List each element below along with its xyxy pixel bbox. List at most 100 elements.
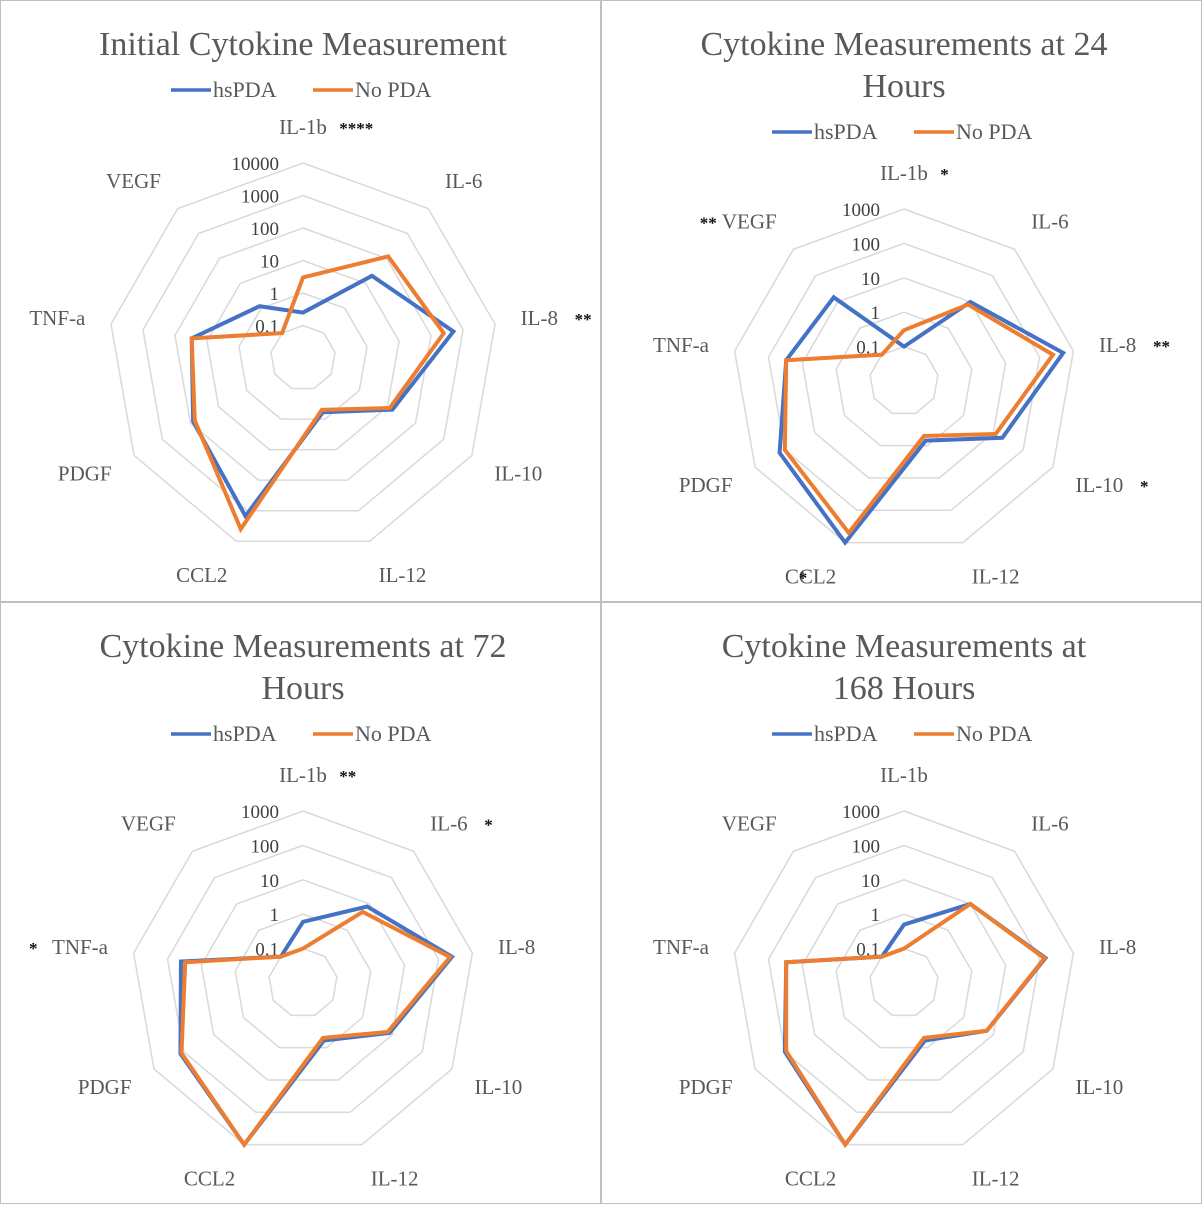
chart-panel-24h: Cytokine Measurements at 24 Hours hsPDA No … [601, 0, 1202, 602]
significance-mark: ** [700, 214, 717, 233]
legend-label: No PDA [956, 119, 1033, 144]
category-label: VEGF [121, 812, 176, 836]
legend-label: No PDA [956, 721, 1033, 746]
category-label: IL-8 [1099, 333, 1136, 357]
chart-title: Cytokine Measurements at 72 [100, 628, 507, 665]
series-line-no-pda [179, 909, 454, 1149]
grid-ring [801, 277, 1007, 479]
tick-label: 10 [260, 252, 279, 273]
significance-mark: ** [1153, 337, 1170, 356]
grid-ring [869, 345, 939, 415]
legend-label: No PDA [355, 77, 432, 102]
category-label: PDGF [679, 473, 733, 497]
chart-title: 168 Hours [833, 670, 976, 707]
category-label: IL-12 [972, 564, 1020, 588]
significance-mark: * [940, 165, 949, 184]
category-label: CCL2 [176, 563, 227, 587]
category-label: CCL2 [184, 1166, 235, 1190]
significance-mark: ** [575, 310, 592, 329]
tick-label: 1 [871, 303, 881, 324]
grid-ring [733, 810, 1075, 1146]
significance-mark: **** [339, 119, 373, 138]
legend-item: hsPDA [171, 77, 277, 102]
tick-label: 100 [251, 219, 280, 240]
category-label: IL-6 [1031, 210, 1068, 234]
chart-panel-168h: Cytokine Measurements at 168 Hours hsPDA No… [601, 602, 1202, 1204]
significance-mark: * [484, 816, 493, 835]
tick-label: 10000 [232, 154, 280, 175]
category-label: IL-10 [1075, 473, 1123, 497]
tick-label: 1000 [842, 200, 880, 221]
category-label: PDGF [58, 462, 112, 486]
grid-ring [869, 947, 939, 1017]
legend-label: hsPDA [213, 77, 277, 102]
significance-mark: * [1140, 477, 1149, 496]
category-label: IL-6 [445, 169, 482, 193]
legend-item: hsPDA [772, 721, 878, 746]
grid-ring [835, 913, 973, 1049]
grid-ring [268, 947, 338, 1017]
category-label: IL-1b [880, 161, 928, 185]
category-label: IL-6 [430, 812, 467, 836]
chart-title: Initial Cytokine Measurement [99, 26, 507, 63]
grid-ring [238, 292, 368, 420]
category-label: IL-10 [494, 462, 542, 486]
chart-title: Hours [261, 670, 344, 707]
category-label: IL-12 [379, 563, 427, 587]
category-label: IL-8 [521, 306, 558, 330]
radar-chart-24h: Cytokine Measurements at 24 Hours hsPDA No … [653, 26, 1170, 588]
category-label: PDGF [78, 1075, 132, 1099]
category-label: IL-6 [1031, 812, 1068, 836]
tick-label: 1 [270, 905, 280, 926]
series-line-hspda [777, 294, 1067, 546]
category-label: IL-1b [279, 763, 327, 787]
grid-ring [733, 208, 1075, 544]
legend-item: No PDA [914, 119, 1033, 144]
tick-label: 100 [852, 234, 881, 255]
series-line-no-pda [782, 302, 1056, 537]
category-label: IL-8 [498, 935, 535, 959]
category-label: VEGF [106, 169, 161, 193]
category-label: TNF-a [29, 306, 86, 330]
chart-title: Cytokine Measurements at 24 [701, 26, 1108, 63]
chart-title: Cytokine Measurements at [722, 628, 1087, 665]
significance-mark: * [29, 939, 38, 958]
grid-ring [110, 162, 496, 542]
grid-ring [801, 879, 1007, 1081]
grid-ring [767, 242, 1041, 512]
category-label: TNF-a [52, 935, 109, 959]
legend-label: hsPDA [213, 721, 277, 746]
significance-mark: * [799, 568, 808, 587]
tick-label: 1000 [842, 802, 880, 823]
radar-chart-168h: Cytokine Measurements at 168 Hours hsPDA No… [653, 628, 1136, 1190]
grid-ring [835, 311, 973, 447]
category-label: IL-10 [474, 1075, 522, 1099]
tick-label: 1 [871, 905, 881, 926]
category-label: CCL2 [785, 564, 836, 588]
legend-item: No PDA [313, 77, 432, 102]
tick-label: 1000 [241, 802, 279, 823]
grid-ring [132, 810, 474, 1146]
category-label: TNF-a [653, 333, 710, 357]
category-label: PDGF [679, 1075, 733, 1099]
category-label: IL-1b [880, 763, 928, 787]
category-label: IL-12 [371, 1166, 419, 1190]
legend-label: hsPDA [814, 119, 878, 144]
category-label: IL-12 [972, 1166, 1020, 1190]
tick-label: 1 [270, 284, 280, 305]
category-label: VEGF [722, 812, 777, 836]
tick-label: 100 [251, 836, 280, 857]
category-label: CCL2 [785, 1166, 836, 1190]
tick-label: 10 [861, 871, 880, 892]
tick-label: 10 [260, 871, 279, 892]
grid-ring [142, 194, 464, 512]
grid-ring [767, 844, 1041, 1114]
grid-ring [206, 259, 400, 451]
grid-ring [174, 227, 432, 481]
legend-item: hsPDA [171, 721, 277, 746]
grid-ring [234, 913, 372, 1049]
grid-ring [166, 844, 440, 1114]
grid-ring [270, 324, 336, 390]
tick-label: 100 [852, 836, 881, 857]
